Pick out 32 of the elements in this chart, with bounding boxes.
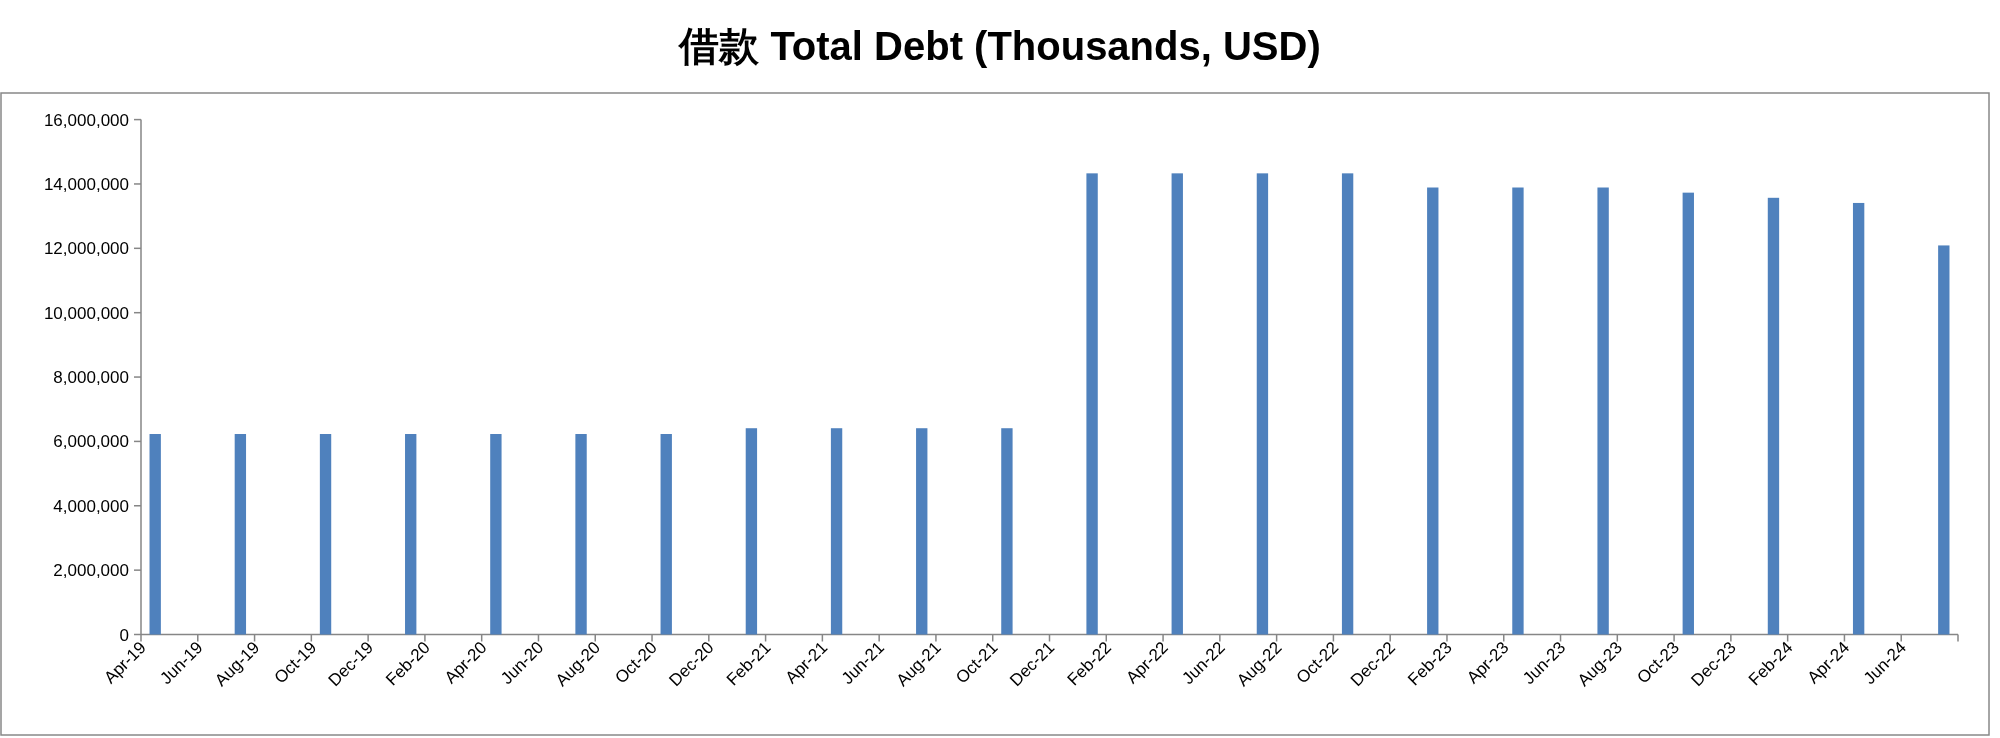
y-tick-label: 14,000,000 — [43, 174, 129, 194]
bar — [234, 434, 247, 635]
y-tick-label: 2,000,000 — [53, 561, 129, 581]
bar — [490, 434, 502, 635]
y-tick-label: 10,000,000 — [43, 303, 129, 323]
bar — [745, 428, 758, 635]
bar — [1086, 173, 1098, 635]
bar — [1171, 173, 1183, 635]
y-tick-label: 4,000,000 — [53, 496, 129, 516]
bar — [1512, 187, 1524, 635]
bar — [319, 434, 332, 635]
bar — [1256, 173, 1269, 635]
y-tick-label: 8,000,000 — [53, 368, 129, 388]
bar — [1938, 245, 1950, 635]
y-tick-label: 12,000,000 — [43, 239, 129, 259]
y-tick-label: 0 — [119, 625, 129, 645]
bar — [1427, 187, 1439, 635]
bar — [405, 434, 417, 635]
chart-title: 借款 Total Debt (Thousands, USD) — [677, 24, 1321, 68]
bar — [1597, 187, 1609, 635]
y-tick-label: 16,000,000 — [43, 110, 129, 130]
bar — [1682, 192, 1694, 635]
bar — [1767, 197, 1780, 635]
bar — [830, 428, 843, 635]
bar — [149, 434, 161, 635]
bar — [1341, 173, 1354, 635]
bar — [660, 434, 672, 635]
bar — [1001, 428, 1013, 635]
bar — [575, 434, 587, 635]
bar — [1852, 202, 1865, 635]
bar — [916, 428, 928, 635]
y-tick-label: 6,000,000 — [53, 432, 129, 452]
